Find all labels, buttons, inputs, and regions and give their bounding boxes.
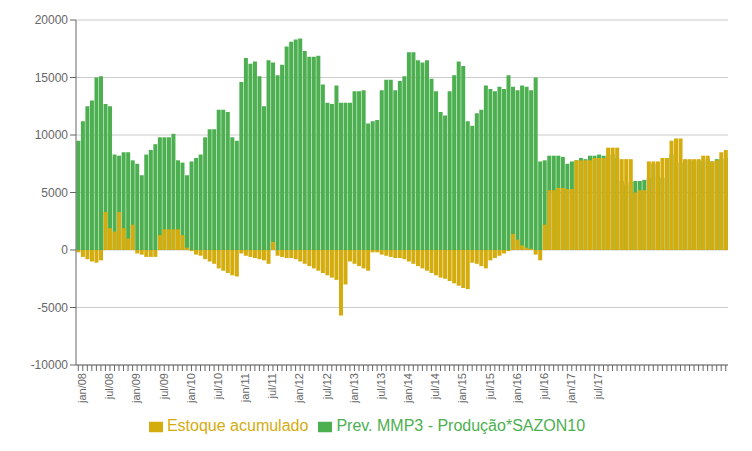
svg-text:jul/10: jul/10 bbox=[212, 373, 224, 400]
svg-text:-5000: -5000 bbox=[37, 301, 68, 315]
svg-text:jan/11: jan/11 bbox=[239, 373, 251, 403]
svg-text:20000: 20000 bbox=[35, 13, 69, 27]
svg-text:jul/11: jul/11 bbox=[266, 373, 278, 399]
svg-text:-10000: -10000 bbox=[31, 358, 69, 372]
svg-text:5000: 5000 bbox=[41, 186, 68, 200]
svg-text:jan/10: jan/10 bbox=[185, 373, 197, 404]
svg-text:jul/09: jul/09 bbox=[158, 373, 170, 400]
svg-text:jan/17: jan/17 bbox=[565, 373, 577, 404]
svg-text:jul/08: jul/08 bbox=[103, 373, 115, 400]
svg-text:jan/12: jan/12 bbox=[293, 373, 305, 404]
svg-text:jul/17: jul/17 bbox=[592, 373, 604, 400]
html-text:Prev. MMP3 - Produção*SAZON10: Prev. MMP3 - Produção*SAZON10 bbox=[336, 417, 586, 434]
svg-text:15000: 15000 bbox=[35, 71, 69, 85]
svg-text:jan/08: jan/08 bbox=[76, 373, 88, 404]
svg-text:10000: 10000 bbox=[35, 128, 69, 142]
svg-text:jul/13: jul/13 bbox=[375, 373, 387, 400]
svg-text:jan/14: jan/14 bbox=[402, 373, 414, 404]
svg-text:jan/16: jan/16 bbox=[511, 373, 523, 404]
svg-text:jul/16: jul/16 bbox=[538, 373, 550, 400]
svg-text:jul/12: jul/12 bbox=[321, 373, 333, 400]
svg-text:jan/15: jan/15 bbox=[456, 373, 468, 404]
html-text:Estoque acumulado: Estoque acumulado bbox=[166, 417, 309, 434]
svg-text:jan/09: jan/09 bbox=[130, 373, 142, 404]
svg-text:jan/13: jan/13 bbox=[348, 373, 360, 404]
svg-text:jul/14: jul/14 bbox=[429, 373, 441, 400]
svg-text:0: 0 bbox=[61, 243, 68, 257]
svg-text:jul/15: jul/15 bbox=[484, 373, 496, 400]
